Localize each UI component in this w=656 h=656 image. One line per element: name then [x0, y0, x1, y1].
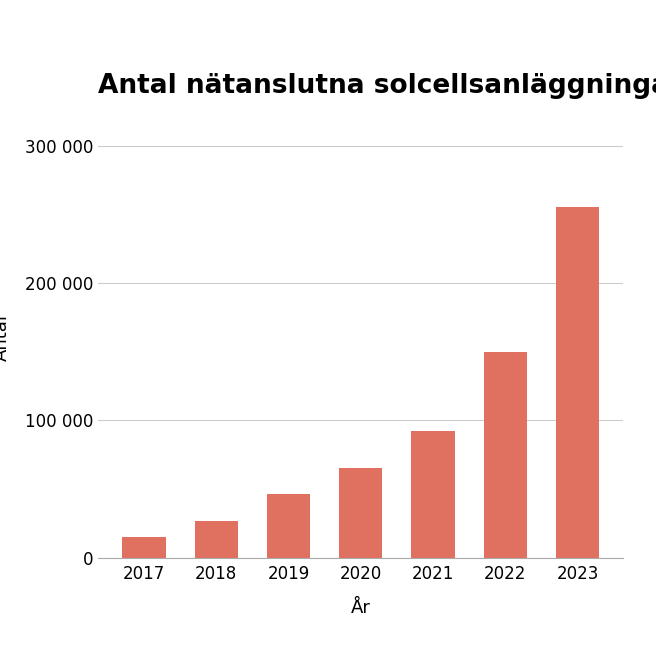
Text: Antal nätanslutna solcellsanläggningar i Sverige: Antal nätanslutna solcellsanläggningar i… [98, 73, 656, 99]
Bar [483, 352, 527, 558]
Bar [339, 468, 382, 558]
Y-axis label: Antal: Antal [0, 314, 11, 361]
Bar [556, 207, 600, 558]
Bar [411, 431, 455, 558]
Bar [195, 520, 238, 558]
Bar [267, 495, 310, 558]
X-axis label: År: År [351, 599, 371, 617]
Bar [122, 537, 165, 558]
